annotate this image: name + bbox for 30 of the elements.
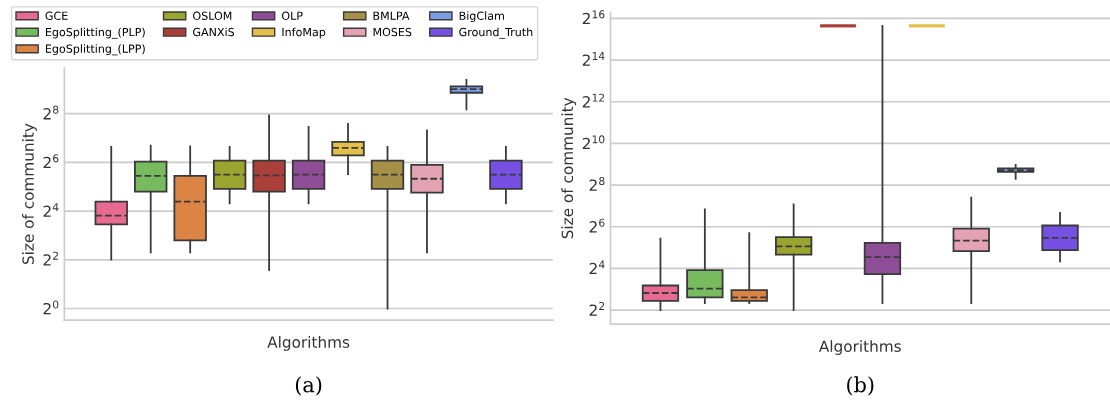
y-axis-title: Size of community — [22, 123, 37, 265]
legend-label: EgoSplitting_(PLP) — [45, 27, 145, 39]
y-tick-label: 2$^{0}$ — [43, 300, 59, 315]
y-tick-label: 2$^{4}$ — [43, 203, 59, 217]
x-axis-title: Algorithms — [818, 340, 901, 355]
legend-label: OLP — [281, 11, 303, 20]
y-tick-label: 2$^{10}$ — [582, 135, 605, 150]
y-tick-label: 2$^{4}$ — [589, 260, 605, 275]
legend-label: EgoSplitting_(LPP) — [45, 44, 145, 56]
y-axis-title: Size of community — [561, 97, 577, 239]
x-axis-title: Algorithms — [267, 336, 350, 351]
legend-label: InfoMap — [282, 27, 326, 39]
legend-label: GCE — [45, 11, 68, 20]
y-tick-label: 2$^{8}$ — [43, 105, 59, 120]
text: (b) — [847, 376, 874, 396]
y-tick-label: 2$^{2}$ — [43, 251, 59, 266]
y-tick-label: 2$^{14}$ — [582, 52, 605, 66]
text: (a) — [295, 376, 322, 396]
legend-label: BMLPA — [373, 11, 410, 20]
y-tick-label: 2$^{2}$ — [589, 301, 605, 316]
y-tick-label: 2$^{8}$ — [589, 176, 605, 191]
y-tick-label: 2$^{16}$ — [582, 10, 605, 25]
legend-label: Ground_Truth — [459, 27, 533, 39]
legend-label: GANXiS — [193, 27, 235, 37]
y-tick-label: 2$^{6}$ — [43, 154, 59, 169]
legend-label: BigClam — [459, 11, 504, 23]
legend-label: OSLOM — [193, 11, 232, 20]
legend-label: MOSES — [373, 27, 412, 37]
y-tick-label: 2$^{6}$ — [589, 218, 605, 233]
y-tick-label: 2$^{12}$ — [582, 93, 605, 108]
